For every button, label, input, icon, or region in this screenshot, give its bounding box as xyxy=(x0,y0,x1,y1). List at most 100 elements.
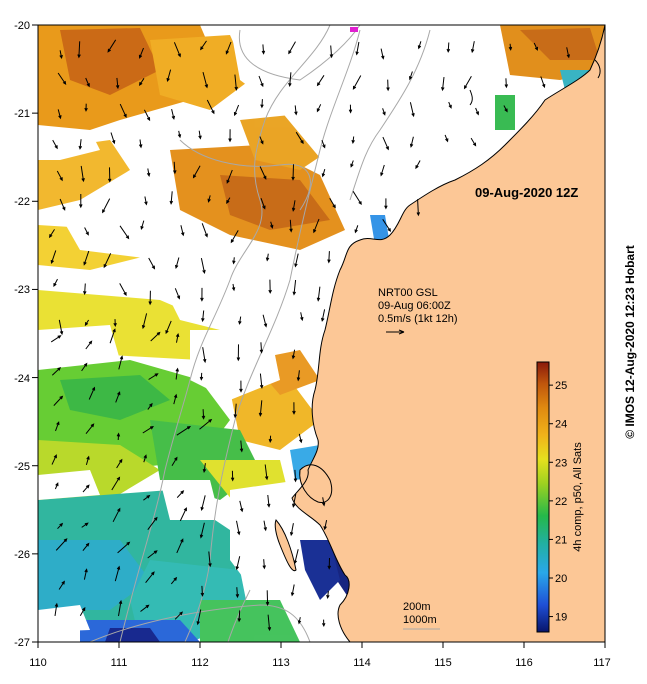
current-vector-arrow xyxy=(415,160,421,170)
current-vector-arrow xyxy=(147,516,158,531)
current-vector-arrow xyxy=(82,484,90,493)
current-vector-arrow xyxy=(148,290,152,306)
colorbar: 19 20 21 22 23 24 25 4h comp, p50, All Sats xyxy=(536,361,584,633)
current-vector-arrow xyxy=(146,168,151,177)
current-vector-arrow xyxy=(200,257,206,275)
current-vector-arrow xyxy=(230,470,235,482)
current-vector-arrow xyxy=(291,200,296,212)
colorbar-label: 4h comp, p50, All Sats xyxy=(572,442,584,552)
x-tick-label: 112 xyxy=(191,657,209,669)
current-vector-arrow xyxy=(174,288,181,300)
current-vector-arrow xyxy=(441,77,445,92)
current-vector-arrow xyxy=(540,76,546,89)
current-vector-arrow xyxy=(294,105,298,116)
current-vector-arrow xyxy=(201,223,208,238)
current-vector-arrow xyxy=(192,165,201,179)
plot-frame xyxy=(37,24,606,643)
current-vector-arrow xyxy=(150,331,161,342)
current-vector-arrow xyxy=(267,614,272,632)
current-vector-arrow xyxy=(116,458,123,469)
current-vector-arrow xyxy=(88,386,96,400)
current-vector-arrow xyxy=(416,199,421,217)
current-vector-arrow xyxy=(173,161,177,175)
current-vector-arrow xyxy=(115,77,120,90)
current-vector-arrow xyxy=(201,310,205,323)
date-label: 09-Aug-2020 12Z xyxy=(475,185,578,200)
coastline xyxy=(274,25,605,642)
current-vector-arrow xyxy=(196,609,202,626)
current-vector-arrow xyxy=(57,72,67,85)
current-vector-arrow xyxy=(51,454,57,465)
current-vector-arrow xyxy=(266,494,271,508)
current-vector-arrow xyxy=(199,372,204,381)
current-vector-arrow xyxy=(143,494,151,501)
y-tick-label: -24 xyxy=(14,373,30,385)
current-vector-arrow xyxy=(237,610,242,623)
current-vector-arrow xyxy=(50,250,57,264)
current-vector-arrow xyxy=(48,229,55,239)
current-vector-arrow xyxy=(148,257,156,270)
current-vector-arrow xyxy=(258,75,264,88)
current-vector-arrow xyxy=(232,257,236,265)
y-tick-label: -23 xyxy=(14,284,30,296)
current-vector-arrow xyxy=(57,109,62,120)
current-vector-arrow xyxy=(382,219,392,233)
current-vector-arrow xyxy=(175,367,179,380)
current-vector-arrow xyxy=(200,495,206,512)
current-vector-arrow xyxy=(384,198,388,210)
current-vector-arrow xyxy=(176,425,192,436)
current-vector-arrow xyxy=(56,170,63,182)
current-vector-arrow xyxy=(446,42,451,53)
current-vector-arrow xyxy=(109,328,116,344)
y-tick-label: -27 xyxy=(14,637,30,649)
current-vector-arrow xyxy=(352,191,362,206)
current-vector-arrow xyxy=(51,367,62,376)
current-vector-arrow xyxy=(292,402,296,415)
current-vector-arrow xyxy=(225,41,232,55)
current-vector-arrow xyxy=(327,557,332,570)
colorbar-tick-label: 21 xyxy=(555,534,567,546)
isobath-label-200m: 200m xyxy=(403,601,431,613)
current-vector-arrow xyxy=(296,370,301,382)
current-vector-arrow xyxy=(114,565,121,582)
current-vector-arrow xyxy=(166,69,172,82)
current-vector-arrow xyxy=(169,191,174,205)
current-vector-arrow xyxy=(409,71,413,81)
reference-arrow xyxy=(386,329,405,335)
current-vector-arrow xyxy=(148,373,159,380)
current-vector-arrow xyxy=(260,99,264,109)
current-vector-arrow xyxy=(382,108,386,116)
current-legend: NRT00 GSL 09-Aug 06:00Z 0.5m/s (1kt 12h) xyxy=(378,287,457,335)
current-vector-arrow xyxy=(270,221,274,229)
current-vector-arrow xyxy=(226,169,233,184)
current-vector-arrow xyxy=(202,347,207,364)
current-vector-arrow xyxy=(293,549,299,565)
current-vector-arrow xyxy=(382,136,389,151)
current-legend-line1: NRT00 GSL xyxy=(378,287,438,299)
current-vector-arrow xyxy=(147,550,158,559)
current-vector-arrow xyxy=(321,309,326,322)
current-vector-arrow xyxy=(316,75,325,87)
current-vector-arrow xyxy=(351,136,355,145)
current-vector-arrow xyxy=(321,140,326,149)
y-tick-label: -22 xyxy=(14,196,30,208)
isobath-legend: 200m 1000m xyxy=(403,601,440,630)
isobath-label-1000m: 1000m xyxy=(403,614,437,626)
current-vector-arrow xyxy=(138,47,144,59)
current-vector-arrow xyxy=(268,279,272,294)
current-vector-arrow xyxy=(141,313,148,330)
current-vector-arrow xyxy=(566,47,570,59)
current-vector-arrow xyxy=(329,198,336,209)
current-vector-arrow xyxy=(293,469,298,483)
current-vector-arrow xyxy=(264,464,269,481)
current-vector-arrow xyxy=(265,253,270,262)
current-vector-arrow xyxy=(143,109,151,122)
current-vector-arrow xyxy=(206,99,215,115)
current-vector-arrow xyxy=(107,39,117,53)
current-vector-arrow xyxy=(77,41,81,59)
current-vector-arrow xyxy=(84,227,89,236)
current-vector-arrow xyxy=(57,522,64,530)
current-vector-arrow xyxy=(202,463,207,474)
current-vector-arrow xyxy=(79,607,86,617)
current-vector-arrow xyxy=(198,130,202,140)
